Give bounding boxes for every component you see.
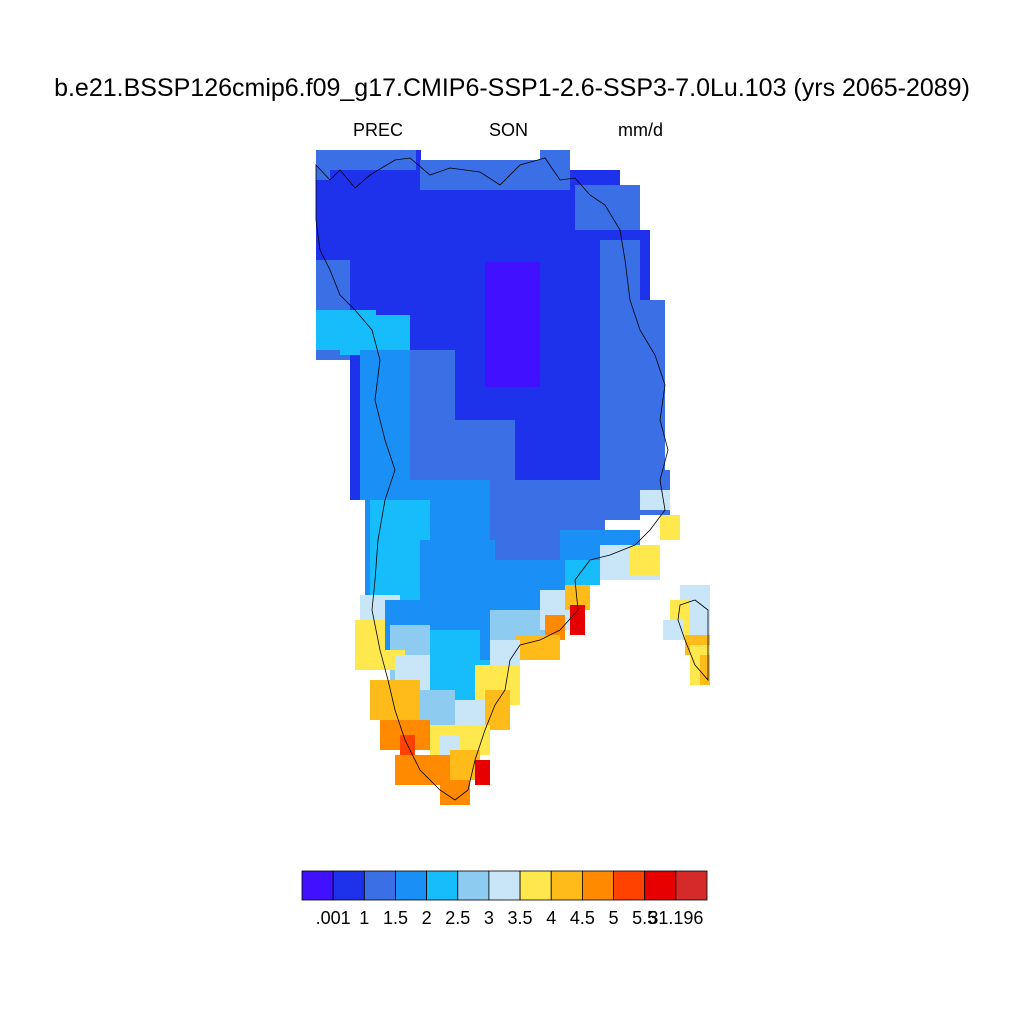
map-cell	[340, 315, 410, 355]
colorbar-tick-label: .001	[316, 908, 351, 928]
colorbar-box	[457, 870, 490, 901]
map-cell	[600, 480, 640, 520]
map-cell	[485, 262, 540, 387]
plot-title: b.e21.BSSP126cmip6.f09_g17.CMIP6-SSP1-2.…	[54, 74, 970, 102]
map-cell	[690, 605, 710, 635]
map-cell	[630, 300, 665, 490]
colorbar-tick-label: 4.5	[570, 908, 595, 928]
coastline-iceland	[677, 599, 709, 682]
colorbar-box	[581, 870, 614, 901]
map-cell	[515, 635, 560, 660]
colorbar-box	[363, 870, 396, 901]
colorbar-box	[301, 870, 334, 901]
map-cell	[485, 690, 510, 730]
colorbar-box	[332, 870, 365, 901]
colorbar-box	[426, 870, 459, 901]
colorbar-box	[519, 870, 552, 901]
map-cell	[370, 680, 420, 720]
map-cell	[660, 515, 680, 540]
colorbar-box	[675, 870, 708, 901]
map-cell	[565, 560, 600, 585]
colorbar-tick-label: 1.5	[383, 908, 408, 928]
season-label: SON	[489, 120, 529, 140]
colorbar-tick-label: 3	[484, 908, 494, 928]
colorbar-box	[395, 870, 428, 901]
map-cell	[570, 605, 585, 635]
colorbar-tick-label: 2.5	[445, 908, 470, 928]
map-cell	[475, 760, 490, 785]
variable-label: PREC	[353, 120, 404, 140]
colorbar-tick-label: 5	[609, 908, 619, 928]
colorbar-tick-label: 3.5	[508, 908, 533, 928]
colorbar-tick-label: 31.196	[648, 908, 703, 928]
colorbar-tick-label: 1	[359, 908, 369, 928]
map-cell	[663, 620, 683, 640]
map-cell	[545, 615, 565, 640]
map-cell	[700, 655, 710, 685]
map-cells	[316, 150, 710, 805]
coastline	[315, 157, 669, 801]
colorbar-tick-label: 5.5	[632, 908, 657, 928]
colorbar-box	[488, 870, 521, 901]
map-cell	[630, 545, 660, 575]
colorbar-box	[613, 870, 646, 901]
colorbar-boxes	[301, 870, 708, 901]
colorbar-tick-label: 2	[422, 908, 432, 928]
units-label: mm/d	[618, 120, 663, 140]
colorbar-labels: .001 1 1.5 2 2.5 3 3.5 4 4.5 5 5.531.196	[316, 908, 704, 928]
colorbar-box	[644, 870, 677, 901]
colorbar-tick-label: 4	[546, 908, 556, 928]
map-cell	[540, 150, 570, 170]
map-cell	[410, 350, 455, 500]
colorbar-box	[550, 870, 583, 901]
